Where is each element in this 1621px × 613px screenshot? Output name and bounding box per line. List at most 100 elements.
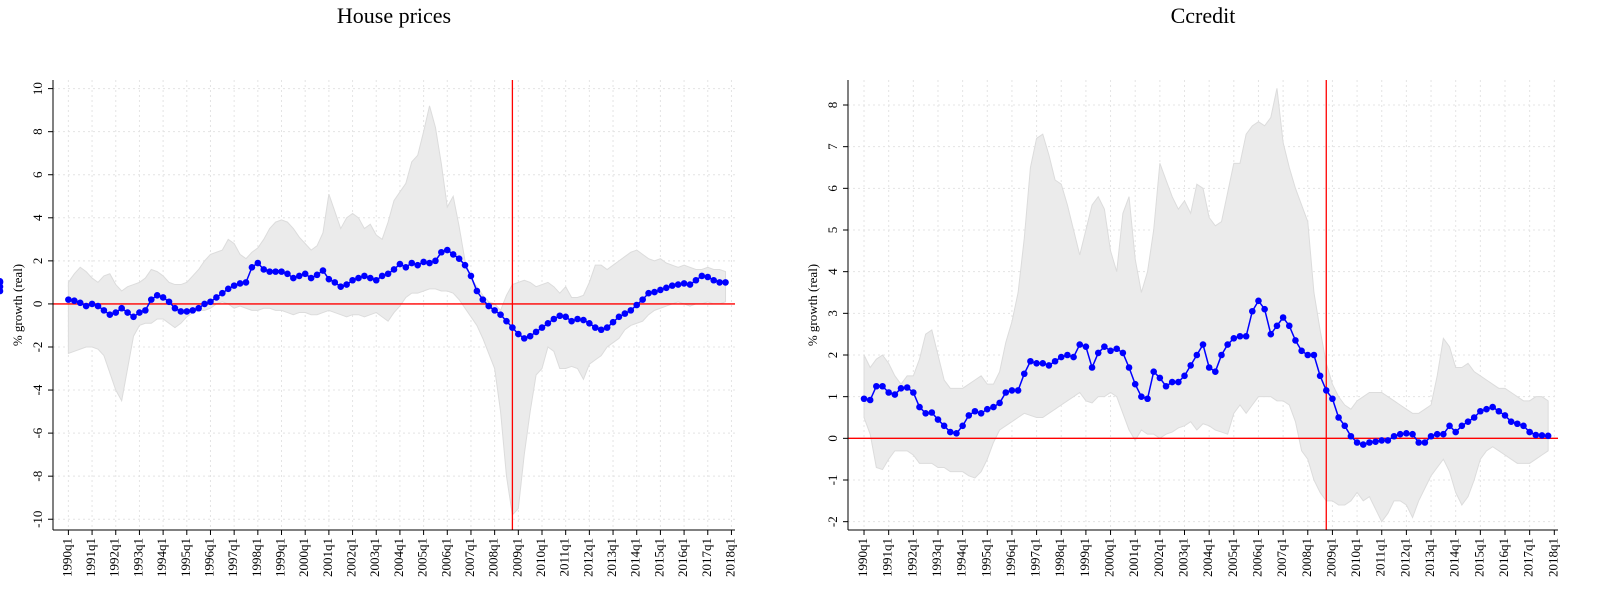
x-tick-label: 2014q1 <box>628 538 643 577</box>
data-point <box>147 296 155 303</box>
x-tick-label: 1994q1 <box>954 538 969 577</box>
data-point <box>562 313 569 321</box>
y-tick-label: 0 <box>825 435 840 442</box>
y-tick-label: -8 <box>30 471 45 482</box>
data-point <box>272 268 279 275</box>
x-tick-label: 2009q1 <box>509 538 524 577</box>
data-point <box>609 318 617 326</box>
data-point <box>1347 432 1355 440</box>
data-point <box>485 302 493 310</box>
data-point <box>479 296 487 303</box>
confidence-band <box>863 88 1549 523</box>
data-point <box>627 307 635 314</box>
data-point <box>1033 360 1040 367</box>
data-point <box>1193 351 1201 359</box>
data-point <box>515 330 522 338</box>
x-tick-label: 2008q1 <box>486 538 501 577</box>
y-tick-label: 8 <box>30 128 45 135</box>
data-point <box>873 382 880 390</box>
data-point <box>1335 414 1342 421</box>
data-point <box>520 335 528 342</box>
data-point <box>213 294 220 301</box>
data-point <box>76 299 84 307</box>
x-tick-label: 2018q1 <box>722 538 737 577</box>
data-point <box>1433 430 1441 438</box>
data-point <box>1538 432 1546 439</box>
x-tick-label: 2005q1 <box>1225 538 1240 577</box>
data-point <box>1045 362 1053 369</box>
x-tick-label: 2010q1 <box>533 538 548 577</box>
data-point <box>337 283 345 290</box>
data-point <box>1501 412 1509 419</box>
data-point <box>171 304 179 312</box>
y-tick-label: 2 <box>825 352 840 359</box>
x-tick-label: 1999q1 <box>1077 538 1092 577</box>
data-point <box>165 298 173 306</box>
data-point <box>1403 430 1410 437</box>
data-point <box>1544 432 1552 440</box>
data-point <box>1267 330 1275 338</box>
data-point <box>177 308 185 315</box>
data-point <box>248 264 256 271</box>
data-point <box>1514 420 1521 428</box>
data-point <box>467 272 475 280</box>
data-point <box>668 282 676 289</box>
data-point <box>1421 439 1429 446</box>
data-point <box>1427 432 1435 440</box>
data-point <box>361 272 368 280</box>
data-point <box>722 279 729 286</box>
data-point <box>343 281 350 288</box>
data-point <box>1175 378 1182 386</box>
data-point <box>538 324 546 331</box>
data-point <box>1076 341 1084 348</box>
data-point <box>1027 357 1034 365</box>
y-tick-label: 1 <box>825 393 840 400</box>
data-point <box>1057 353 1065 361</box>
data-point <box>396 260 404 268</box>
x-tick-label: 2006q1 <box>1249 538 1264 577</box>
data-point <box>1359 441 1367 448</box>
data-point <box>449 251 457 258</box>
x-tick-label: 1998q1 <box>249 538 264 577</box>
data-point <box>1039 360 1047 367</box>
series-line <box>68 249 726 340</box>
data-point <box>621 310 629 317</box>
y-tick-label: 4 <box>825 268 840 275</box>
x-tick-label: 2011q1 <box>557 538 572 577</box>
data-point <box>1341 422 1349 430</box>
data-point <box>996 399 1003 407</box>
data-point <box>1008 387 1016 394</box>
data-point <box>473 287 481 295</box>
data-point <box>1162 382 1170 390</box>
data-point <box>1224 341 1231 348</box>
data-point <box>556 312 564 320</box>
data-point <box>266 268 273 275</box>
x-tick-label: 1993q1 <box>929 538 944 577</box>
y-axis-label: % growth (real) <box>10 264 25 346</box>
data-point <box>1520 422 1527 430</box>
x-tick-label: 2000q1 <box>1102 538 1117 577</box>
data-point <box>965 412 973 419</box>
data-point <box>183 308 191 315</box>
data-point <box>903 384 911 391</box>
data-point <box>1273 322 1281 330</box>
data-point <box>349 276 356 284</box>
data-point <box>550 315 558 323</box>
data-point <box>65 296 72 303</box>
data-point <box>1002 389 1010 396</box>
data-point <box>420 258 427 266</box>
data-point <box>497 311 504 318</box>
data-point <box>686 281 694 288</box>
data-point <box>1489 403 1496 411</box>
x-tick-label: 2005q1 <box>415 538 430 577</box>
data-point <box>1470 414 1478 421</box>
x-tick-label: 2007q1 <box>462 538 477 577</box>
data-point <box>1236 332 1244 340</box>
data-point <box>1181 372 1188 380</box>
data-point <box>1366 439 1373 446</box>
x-tick-label: 2000q1 <box>296 538 311 577</box>
data-point <box>934 416 942 423</box>
data-point <box>1464 418 1472 425</box>
x-tick-label: 1990q1 <box>59 538 74 577</box>
data-point <box>509 324 516 331</box>
